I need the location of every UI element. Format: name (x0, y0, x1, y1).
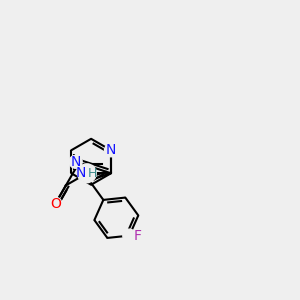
Text: N: N (75, 166, 86, 180)
Circle shape (104, 144, 118, 157)
Text: H: H (88, 167, 98, 180)
Text: F: F (134, 229, 142, 243)
Circle shape (123, 229, 136, 242)
Text: N: N (70, 155, 81, 169)
Circle shape (77, 164, 96, 183)
Circle shape (69, 155, 82, 168)
Text: O: O (50, 197, 61, 211)
Circle shape (49, 197, 62, 210)
Text: N: N (106, 143, 116, 157)
